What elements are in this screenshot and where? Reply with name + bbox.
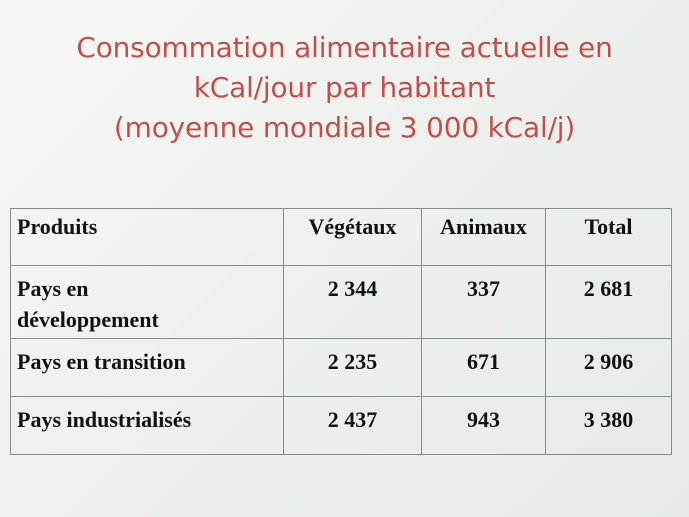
cell-vegetaux: 2 344 [283,265,422,339]
cell-vegetaux: 2 437 [283,396,422,455]
title-line-2: kCal/jour par habitant [193,71,496,104]
table-row: Pays en transition 2 235 671 2 906 [10,338,672,397]
row-label-line-2: développement [17,307,159,332]
consumption-table: Produits Végétaux Animaux Total Pays en … [10,208,672,455]
header-vegetaux: Végétaux [283,208,422,266]
header-animaux: Animaux [421,208,546,266]
header-produits: Produits [10,208,284,266]
cell-animaux: 943 [421,396,546,455]
row-label-line-1: Pays en [17,276,89,301]
title-line-1: Consommation alimentaire actuelle en [76,31,613,64]
title-line-3: (moyenne mondiale 3 000 kCal/j) [113,111,576,144]
row-label-transition: Pays en transition [10,338,284,397]
cell-animaux: 671 [421,338,546,397]
cell-animaux: 337 [421,265,546,339]
cell-total: 3 380 [545,396,672,455]
table-row: Pays industrialisés 2 437 943 3 380 [10,396,672,455]
row-label-developpement: Pays en développement [10,265,284,339]
cell-vegetaux: 2 235 [283,338,422,397]
cell-total: 2 906 [545,338,672,397]
slide-title: Consommation alimentaire actuelle en kCa… [40,28,649,148]
table-header-row: Produits Végétaux Animaux Total [10,208,672,266]
cell-total: 2 681 [545,265,672,339]
header-total: Total [545,208,672,266]
table-row: Pays en développement 2 344 337 2 681 [10,265,672,339]
row-label-industrialises: Pays industrialisés [10,396,284,455]
